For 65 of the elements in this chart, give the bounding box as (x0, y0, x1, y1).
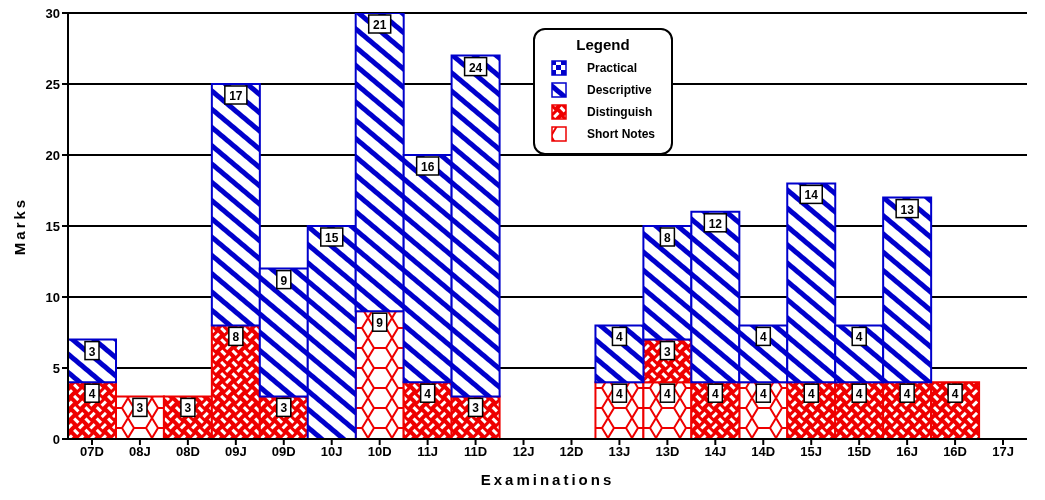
y-tick-label: 25 (45, 76, 60, 92)
data-label: 4 (616, 387, 624, 402)
data-label: 8 (232, 330, 240, 345)
x-tick-label: 16D (943, 444, 967, 460)
data-label: 4 (903, 387, 911, 402)
y-tick-label: 10 (45, 289, 60, 305)
data-label: 9 (376, 316, 384, 331)
x-tick-label: 08J (129, 444, 151, 460)
data-label: 4 (424, 387, 432, 402)
y-tick-label: 20 (45, 147, 60, 163)
x-tick-label: 12J (512, 444, 535, 460)
data-label: 14 (804, 188, 819, 203)
data-label: 4 (759, 387, 767, 402)
data-label: 9 (280, 273, 288, 288)
data-label: 13 (900, 202, 915, 217)
x-tick-label: 15J (800, 444, 823, 460)
x-tick-label: 12D (559, 444, 584, 460)
data-label: 3 (136, 401, 144, 416)
legend-label: Short Notes (587, 127, 656, 141)
x-axis-title: Examinations (480, 471, 615, 488)
y-tick-label: 5 (52, 360, 60, 376)
y-tick-label: 30 (45, 5, 60, 21)
legend-label: Practical (587, 61, 638, 75)
data-label: 4 (855, 387, 863, 402)
data-label: 16 (420, 160, 435, 174)
data-label: 4 (807, 387, 815, 402)
legend-title: Legend (575, 36, 631, 53)
x-tick-label: 11J (417, 444, 439, 460)
y-axis-title: Marks (11, 196, 29, 256)
x-tick-label: 13D (655, 444, 680, 460)
x-tick-label: 17J (992, 444, 1014, 460)
data-label: 4 (712, 387, 720, 402)
data-label: 4 (855, 330, 863, 345)
data-label: 12 (708, 216, 723, 231)
data-label: 3 (472, 401, 480, 416)
data-label: 4 (664, 387, 672, 402)
x-tick-label: 15D (847, 444, 872, 460)
x-tick-label: 10D (367, 444, 392, 460)
data-label: 24 (468, 60, 483, 75)
x-tick-label: 09D (271, 444, 296, 460)
y-tick-label: 15 (45, 218, 60, 234)
data-label: 3 (280, 401, 288, 416)
data-label: 3 (184, 401, 192, 416)
data-label: 4 (616, 330, 624, 345)
legend-label: Distinguish (587, 105, 653, 119)
x-tick-label: 11D (464, 444, 488, 460)
x-tick-label: 08D (175, 444, 200, 460)
data-label: 4 (759, 330, 767, 345)
data-label: 15 (325, 231, 339, 245)
x-tick-label: 14J (704, 444, 727, 460)
x-tick-label: 07D (80, 444, 104, 460)
data-label: 4 (951, 387, 959, 402)
x-tick-label: 14D (751, 444, 776, 460)
x-tick-label: 13J (608, 444, 631, 460)
data-label: 8 (664, 231, 672, 245)
legend-label: Descriptive (587, 83, 652, 97)
x-tick-label: 16J (896, 444, 918, 460)
data-label: 4 (88, 387, 96, 402)
y-tick-label: 0 (52, 431, 60, 447)
data-label: 17 (229, 89, 243, 103)
data-label: 3 (88, 344, 96, 359)
x-tick-label: 10J (320, 444, 343, 460)
x-tick-label: 09J (224, 444, 247, 460)
data-label: 3 (664, 344, 672, 359)
data-label: 21 (373, 18, 387, 32)
